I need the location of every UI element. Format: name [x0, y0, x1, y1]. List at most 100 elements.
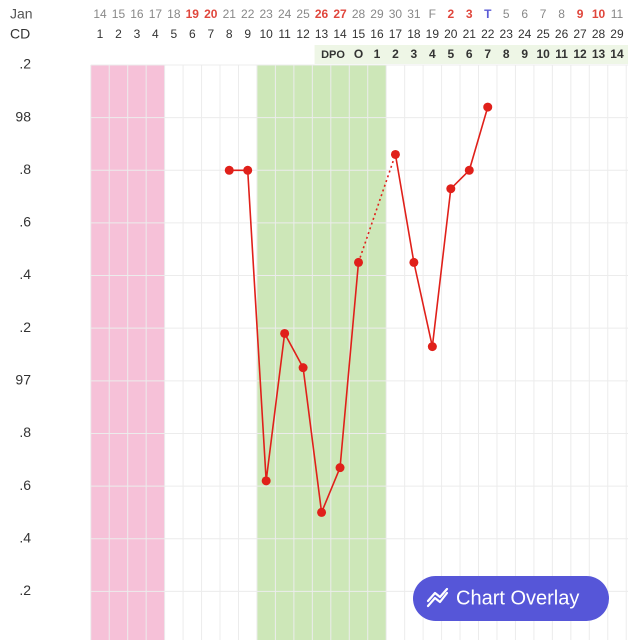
date-label: 3 [466, 7, 473, 21]
temp-point [317, 507, 327, 517]
cd-label: 11 [278, 27, 291, 41]
date-label: 29 [370, 7, 384, 21]
cd-label: 28 [592, 27, 606, 41]
dpo-value: 14 [610, 47, 624, 61]
date-label: 23 [259, 7, 273, 21]
cd-label: 13 [315, 27, 329, 41]
cd-label: 21 [463, 27, 477, 41]
cd-label: 6 [189, 27, 196, 41]
cd-label: 17 [389, 27, 403, 41]
y-tick-label: 98 [15, 108, 31, 124]
date-label: 5 [503, 7, 510, 21]
date-label: F [429, 7, 436, 21]
date-label: 6 [521, 7, 528, 21]
dpo-value: 3 [411, 47, 418, 61]
cd-label: 10 [259, 27, 273, 41]
temp-point [298, 363, 308, 373]
y-tick-label: 97 [15, 372, 31, 388]
temp-line [229, 169, 360, 516]
y-tick-label: .2 [19, 582, 31, 598]
dpo-row-bg [314, 45, 628, 64]
temp-point [446, 184, 456, 194]
cd-label: CD [10, 26, 30, 42]
date-label: 18 [167, 7, 181, 21]
y-tick-label: .2 [19, 56, 31, 72]
date-label: 2 [447, 7, 454, 21]
date-label: 17 [149, 7, 163, 21]
dpo-value: 6 [466, 47, 473, 61]
cd-label: 15 [352, 27, 366, 41]
cd-label: 18 [407, 27, 421, 41]
temp-point [335, 463, 345, 473]
date-label: 20 [204, 7, 218, 21]
cd-label: 2 [115, 27, 122, 41]
date-label: 21 [223, 7, 237, 21]
month-label: Jan [10, 6, 33, 22]
cd-label: 24 [518, 27, 532, 41]
date-label: 19 [186, 7, 200, 21]
date-label: 15 [112, 7, 126, 21]
temp-bridge [357, 154, 397, 263]
dpo-value: 10 [536, 47, 550, 61]
y-tick-label: .4 [19, 266, 31, 282]
temp-point [483, 102, 493, 112]
temp-point [409, 257, 419, 267]
cd-label: 23 [500, 27, 514, 41]
cd-label: 26 [555, 27, 569, 41]
dpo-value: 13 [592, 47, 606, 61]
date-label: 24 [278, 7, 292, 21]
cd-label: 8 [226, 27, 233, 41]
temp-point [280, 328, 290, 338]
temp-point [427, 342, 437, 352]
button-bg[interactable] [413, 576, 609, 621]
cd-label: 25 [536, 27, 550, 41]
temp-point [390, 149, 400, 159]
cd-label: 12 [296, 27, 310, 41]
button-label: Chart Overlay [456, 587, 579, 609]
cd-label: 4 [152, 27, 159, 41]
y-tick-label: .6 [19, 214, 31, 230]
dpo-value: 12 [573, 47, 587, 61]
date-label: 31 [407, 7, 421, 21]
dpo-value: 9 [521, 47, 528, 61]
date-label: 30 [389, 7, 403, 21]
date-label: 16 [130, 7, 144, 21]
cd-label: 19 [426, 27, 440, 41]
date-label: 9 [577, 7, 584, 21]
overlay-icon [426, 587, 449, 608]
cd-label: 16 [370, 27, 384, 41]
cd-label: 20 [444, 27, 458, 41]
y-tick-label: .6 [19, 477, 31, 493]
date-label: 28 [352, 7, 366, 21]
dpo-value: 1 [374, 47, 381, 61]
cd-label: 9 [244, 27, 251, 41]
temp-line [394, 106, 489, 347]
shaded-range [256, 65, 387, 640]
dpo-value: 11 [555, 47, 568, 61]
y-tick-label: .8 [19, 161, 31, 177]
dpo-value: 4 [429, 47, 436, 61]
dpo-value: 5 [447, 47, 454, 61]
date-label: T [484, 7, 492, 21]
date-label: 8 [558, 7, 565, 21]
temp-point [353, 257, 363, 267]
temp-point [224, 165, 234, 175]
date-label: 14 [93, 7, 107, 21]
cd-label: 27 [573, 27, 587, 41]
cd-label: 3 [134, 27, 141, 41]
cd-label: 5 [171, 27, 178, 41]
date-label: 22 [241, 7, 255, 21]
cd-label: 29 [610, 27, 624, 41]
dpo-value: 8 [503, 47, 510, 61]
cd-label: 1 [97, 27, 104, 41]
date-label: 25 [296, 7, 310, 21]
date-label: 11 [611, 7, 624, 21]
date-label: 26 [315, 7, 329, 21]
cd-label: 22 [481, 27, 495, 41]
date-label: 7 [540, 7, 547, 21]
y-tick-label: .4 [19, 529, 31, 545]
chart-overlay-button[interactable]: Chart Overlay [413, 576, 609, 621]
date-label: 27 [333, 7, 347, 21]
dpo-value: O [354, 47, 363, 61]
